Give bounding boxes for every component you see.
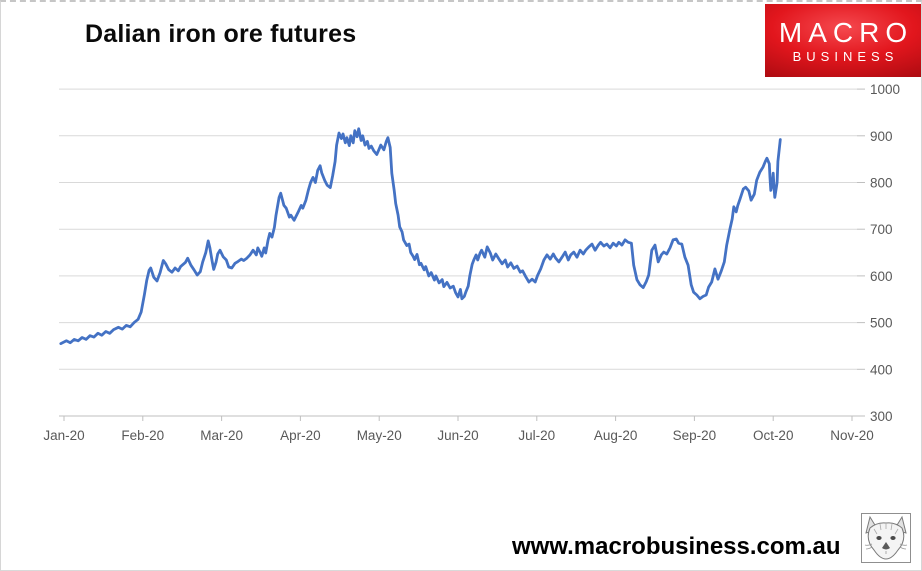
svg-text:900: 900 xyxy=(870,129,893,144)
svg-text:Apr-20: Apr-20 xyxy=(280,428,321,443)
chart-title: Dalian iron ore futures xyxy=(85,20,357,48)
svg-text:Sep-20: Sep-20 xyxy=(673,428,717,443)
logo-text-business: BUSINESS xyxy=(792,48,899,64)
svg-text:500: 500 xyxy=(870,316,893,331)
svg-text:Jul-20: Jul-20 xyxy=(518,428,555,443)
svg-text:600: 600 xyxy=(870,269,893,284)
svg-text:800: 800 xyxy=(870,176,893,191)
svg-text:Mar-20: Mar-20 xyxy=(200,428,243,443)
svg-text:Aug-20: Aug-20 xyxy=(594,428,638,443)
svg-text:Jun-20: Jun-20 xyxy=(437,428,478,443)
svg-text:Nov-20: Nov-20 xyxy=(830,428,874,443)
svg-text:Feb-20: Feb-20 xyxy=(121,428,164,443)
svg-text:Oct-20: Oct-20 xyxy=(753,428,794,443)
fox-logo xyxy=(861,513,911,563)
svg-text:Jan-20: Jan-20 xyxy=(43,428,84,443)
svg-text:1000: 1000 xyxy=(870,82,900,97)
logo-text-macro: MACRO xyxy=(778,16,914,48)
svg-text:700: 700 xyxy=(870,222,893,237)
macrobusiness-logo: MACRO BUSINESS xyxy=(765,4,921,77)
website-url: www.macrobusiness.com.au xyxy=(512,533,841,560)
svg-text:400: 400 xyxy=(870,362,893,377)
fox-icon xyxy=(864,515,908,560)
svg-text:300: 300 xyxy=(870,409,893,424)
svg-text:May-20: May-20 xyxy=(357,428,402,443)
